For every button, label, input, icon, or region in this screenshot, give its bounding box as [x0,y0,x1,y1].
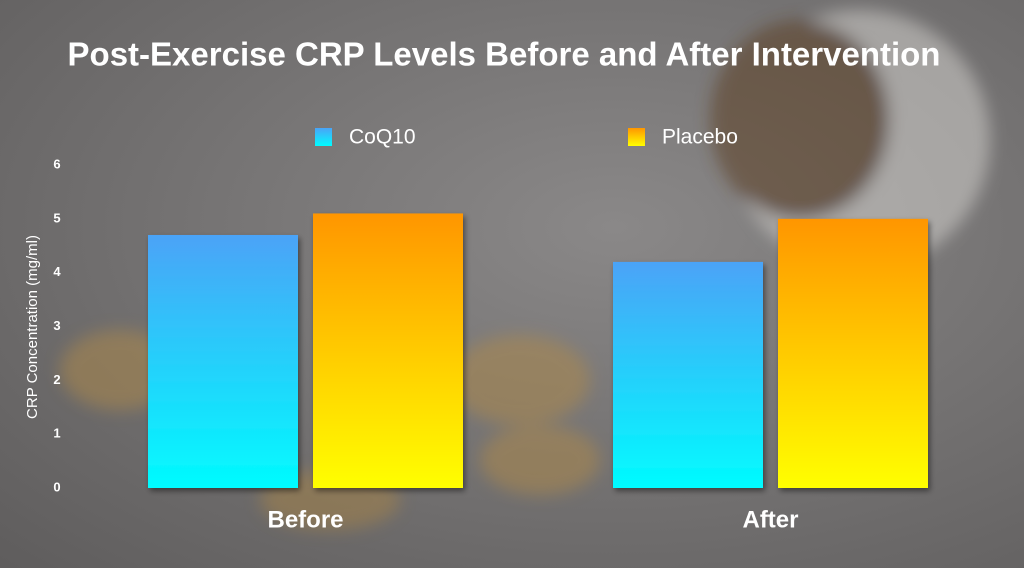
x-tick-label: After [742,506,798,533]
y-tick-label: 1 [53,426,60,441]
legend-label: Placebo [662,126,738,149]
y-tick-label: 6 [53,156,60,171]
y-tick-label: 0 [53,479,60,494]
legend-label: CoQ10 [349,126,416,149]
background-photo [60,10,990,530]
chart-title: Post-Exercise CRP Levels Before and Afte… [68,36,941,73]
y-tick-label: 4 [53,264,61,279]
y-tick-label: 2 [53,372,60,387]
x-tick-label: Before [267,506,343,533]
bar [778,218,928,489]
legend-swatch [628,128,645,146]
legend-swatch [315,128,332,146]
plot-area: 0 1 2 3 4 5 6 CoQ10 Placebo Before After [53,126,928,533]
y-tick-label: 3 [53,318,60,333]
bar [148,234,298,488]
bar [313,213,463,488]
y-tick-label: 5 [53,210,60,225]
y-axis-label: CRP Concentration (mg/ml) [24,235,41,419]
bar [613,261,763,488]
